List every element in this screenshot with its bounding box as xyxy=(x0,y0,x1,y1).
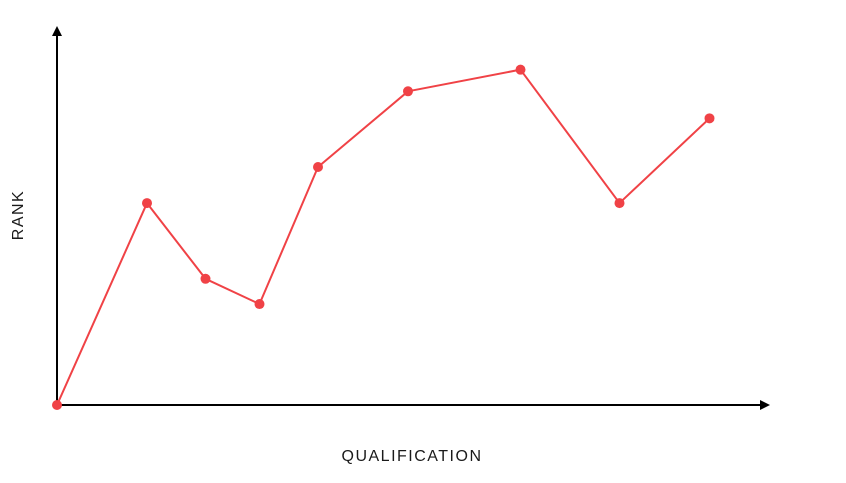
data-point-3 xyxy=(200,273,211,284)
data-point-8 xyxy=(614,198,625,209)
y-axis-title: RANK xyxy=(10,190,27,240)
data-point-7 xyxy=(515,64,526,75)
x-axis-title: QUALIFICATION xyxy=(342,448,483,465)
series-line xyxy=(56,68,711,406)
data-point-6 xyxy=(403,86,413,97)
data-point-9 xyxy=(704,113,715,124)
data-point-1 xyxy=(52,400,62,410)
plot-area xyxy=(52,64,715,410)
data-point-4 xyxy=(254,299,265,310)
data-point-2 xyxy=(142,198,152,209)
data-point-5 xyxy=(313,162,323,173)
